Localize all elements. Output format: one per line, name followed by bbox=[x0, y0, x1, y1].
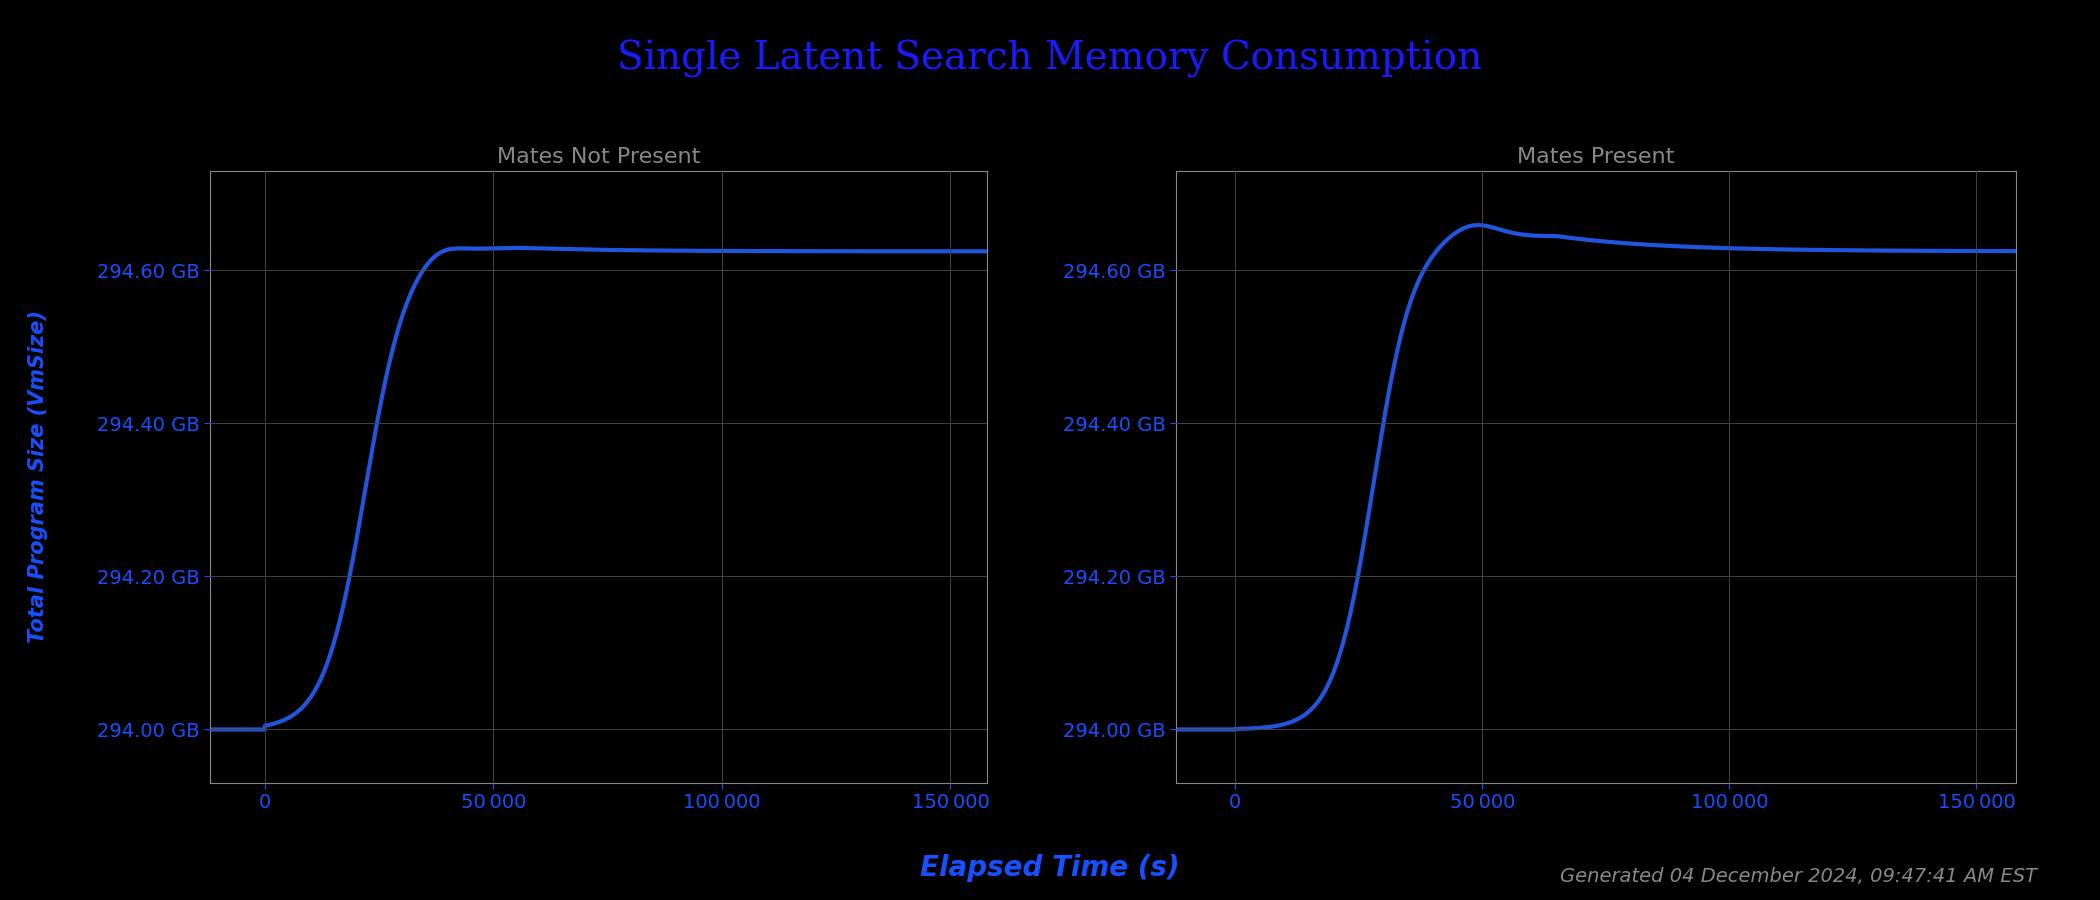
Title: Mates Not Present: Mates Not Present bbox=[498, 147, 699, 166]
Title: Mates Present: Mates Present bbox=[1518, 147, 1674, 166]
Text: Elapsed Time (s): Elapsed Time (s) bbox=[920, 854, 1180, 883]
Text: Total Program Size (VmSize): Total Program Size (VmSize) bbox=[27, 310, 48, 644]
Text: Single Latent Search Memory Consumption: Single Latent Search Memory Consumption bbox=[617, 40, 1483, 78]
Text: Generated 04 December 2024, 09:47:41 AM EST: Generated 04 December 2024, 09:47:41 AM … bbox=[1560, 868, 2037, 886]
